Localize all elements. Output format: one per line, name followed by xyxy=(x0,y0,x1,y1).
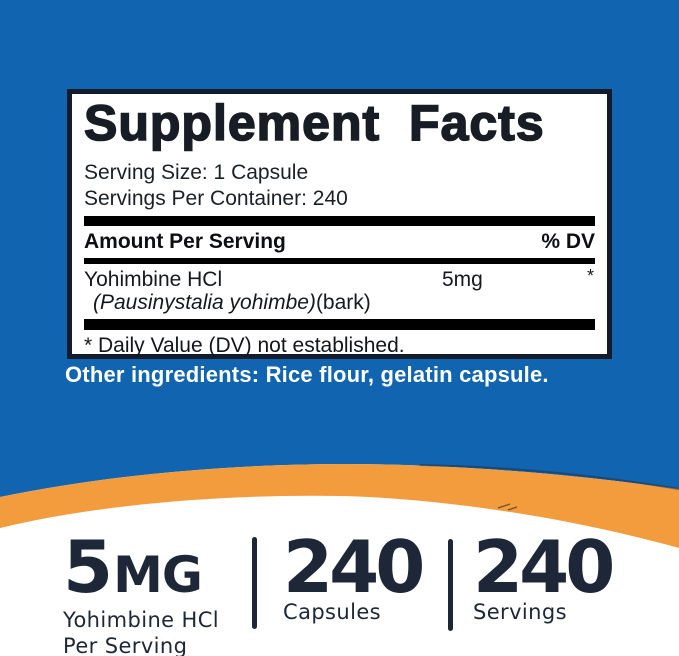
supplement-facts-panel: Supplement Facts Serving Size: 1 Capsule… xyxy=(67,89,612,359)
dv-footnote: * Daily Value (DV) not established. xyxy=(84,334,405,357)
swoosh-dark-edge xyxy=(419,464,679,490)
divider-bar-thick-bottom xyxy=(84,319,595,330)
divider-bar-medium xyxy=(84,258,595,264)
amount-per-serving-header: Amount Per Serving % DV xyxy=(84,226,595,258)
ingredient-botanical-line: (Pausinystalia yohimbe)(bark) xyxy=(93,292,595,314)
ingredient-dv-asterisk: * xyxy=(586,266,594,286)
botanical-name: (Pausinystalia yohimbe) xyxy=(93,291,316,314)
plant-part: (bark) xyxy=(315,291,371,314)
dv-header-label: % DV xyxy=(541,230,595,253)
amount-header-label: Amount Per Serving xyxy=(84,230,286,253)
servings-per-container: Servings Per Container: 240 xyxy=(84,187,348,210)
ingredient-row: Yohimbine HCl 5mg * xyxy=(84,264,595,292)
orange-swoosh xyxy=(0,464,679,548)
serving-size: Serving Size: 1 Capsule xyxy=(84,161,309,184)
ingredient-name: Yohimbine HCl xyxy=(84,268,223,291)
brush-scratch-mark xyxy=(497,503,518,511)
serving-info: Serving Size: 1 Capsule Servings Per Con… xyxy=(84,160,595,212)
other-ingredients: Other ingredients: Rice flour, gelatin c… xyxy=(65,362,549,387)
divider-bar-thick xyxy=(84,216,595,226)
ingredient-amount: 5mg xyxy=(442,268,483,291)
panel-title: Supplement Facts xyxy=(83,95,545,151)
